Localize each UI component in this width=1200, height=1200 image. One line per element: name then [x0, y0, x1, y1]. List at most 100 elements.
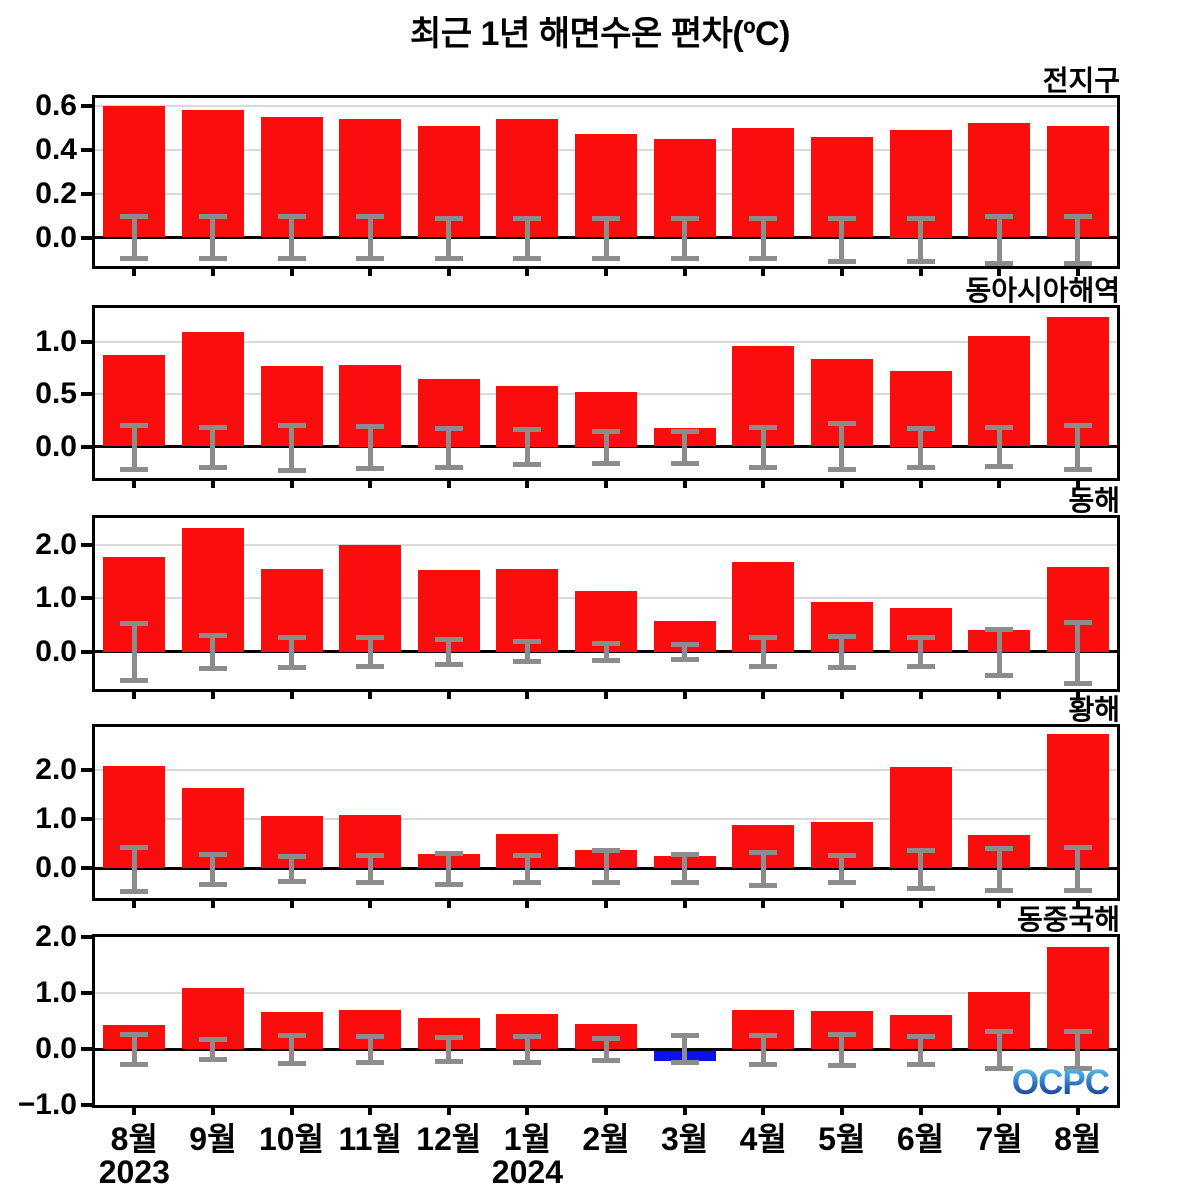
x-tick-mark	[368, 266, 373, 276]
x-tick-mark	[604, 266, 608, 276]
error-bar-cap	[906, 425, 935, 431]
y-tick-label: 1.0	[35, 976, 77, 1009]
x-tick-mark	[604, 689, 608, 699]
x-tick-mark	[839, 898, 844, 908]
error-bar	[760, 426, 766, 468]
error-bar-cap	[749, 663, 778, 669]
error-bar-cap	[434, 1058, 463, 1064]
x-tick-mark	[132, 689, 137, 699]
error-bar-cap	[670, 215, 699, 221]
y-tick-mark	[81, 191, 92, 196]
error-bar-cap	[906, 886, 935, 892]
x-tick-mark	[210, 689, 215, 699]
y-tick-mark	[81, 596, 92, 601]
panel-label-2: 동아시아해역	[965, 275, 1120, 306]
error-bar-cap	[985, 887, 1014, 893]
x-tick-mark	[761, 1105, 766, 1115]
error-bar	[367, 637, 373, 667]
error-bar-cap	[670, 1060, 699, 1065]
panel-label-4: 황해	[1068, 694, 1120, 725]
x-tick-mark	[210, 478, 215, 488]
gridline	[95, 104, 1117, 107]
y-tick-label: 0.0	[35, 429, 77, 463]
error-bar-cap	[356, 423, 385, 429]
month-label: 12월	[416, 1121, 482, 1157]
month-label: 1월	[503, 1121, 552, 1157]
x-tick-mark	[839, 478, 844, 488]
error-bar-cap	[513, 852, 542, 858]
year-label: 2024	[491, 1154, 563, 1190]
error-bar-cap	[1063, 620, 1092, 626]
error-bar	[210, 1038, 216, 1060]
error-bar	[524, 217, 530, 260]
x-tick-mark	[1075, 478, 1080, 488]
x-tick-mark	[525, 898, 530, 908]
x-tick-mark	[446, 478, 451, 488]
error-bar-cap	[985, 260, 1014, 266]
bar	[181, 527, 244, 652]
error-bar-cap	[198, 851, 227, 857]
error-bar	[918, 427, 923, 468]
y-tick-mark	[81, 444, 92, 449]
error-bar-cap	[434, 636, 463, 642]
x-tick-mark	[368, 689, 373, 699]
error-bar	[603, 217, 609, 260]
error-bar-cap	[120, 678, 149, 683]
x-tick-mark	[918, 689, 923, 699]
error-bar-cap	[749, 256, 778, 262]
y-tick-label: 2.0	[35, 752, 77, 786]
y-tick-mark	[81, 392, 92, 396]
bar	[496, 568, 559, 652]
x-tick-mark	[682, 478, 687, 488]
error-bar	[918, 849, 923, 890]
error-bar	[367, 854, 373, 884]
error-bar	[682, 1035, 688, 1063]
error-bar-cap	[670, 656, 699, 662]
error-bar-cap	[906, 1034, 935, 1040]
y-tick-label: 0.4	[35, 132, 77, 166]
error-bar-cap	[670, 461, 699, 467]
error-bar-cap	[277, 879, 306, 885]
x-tick-mark	[289, 478, 294, 488]
x-tick-mark	[368, 898, 373, 908]
error-bar-cap	[277, 1033, 306, 1038]
error-bar-cap	[277, 634, 306, 640]
error-bar-cap	[592, 847, 620, 853]
error-bar-cap	[277, 422, 306, 428]
error-bar-cap	[356, 663, 385, 669]
month-label: 8월	[1054, 1121, 1102, 1157]
x-tick-mark	[604, 478, 608, 488]
error-bar-cap	[434, 256, 463, 262]
error-bar-cap	[356, 213, 385, 219]
y-tick-label: 2.0	[35, 920, 77, 953]
error-bar-cap	[592, 1058, 620, 1064]
error-bar	[446, 1037, 452, 1062]
x-tick-mark	[289, 689, 294, 699]
x-tick-mark	[918, 898, 923, 908]
error-bar-cap	[1063, 680, 1092, 686]
error-bar	[210, 426, 216, 468]
error-bar-cap	[749, 850, 778, 855]
error-bar	[131, 215, 137, 260]
error-bar-cap	[827, 1031, 856, 1037]
error-bar	[446, 427, 452, 468]
x-tick-mark	[132, 898, 137, 908]
error-bar	[996, 215, 1002, 264]
error-bar-cap	[592, 658, 620, 664]
y-tick-label: 0.0	[35, 851, 77, 885]
error-bar	[524, 428, 530, 466]
error-bar-cap	[985, 463, 1014, 469]
error-bar-cap	[827, 634, 856, 640]
error-bar-cap	[670, 880, 699, 886]
error-bar-cap	[906, 1061, 935, 1067]
error-bar	[839, 636, 845, 668]
y-tick-mark	[81, 542, 92, 547]
month-label: 6월	[896, 1121, 945, 1157]
error-bar	[603, 430, 609, 465]
error-bar	[918, 1036, 923, 1065]
error-bar-cap	[749, 215, 778, 221]
x-tick-mark	[446, 898, 451, 908]
error-bar-cap	[513, 426, 542, 432]
error-bar-cap	[985, 672, 1014, 678]
plot-box-1: 0.6 0.4 0.2 0.0	[35, 89, 1120, 276]
